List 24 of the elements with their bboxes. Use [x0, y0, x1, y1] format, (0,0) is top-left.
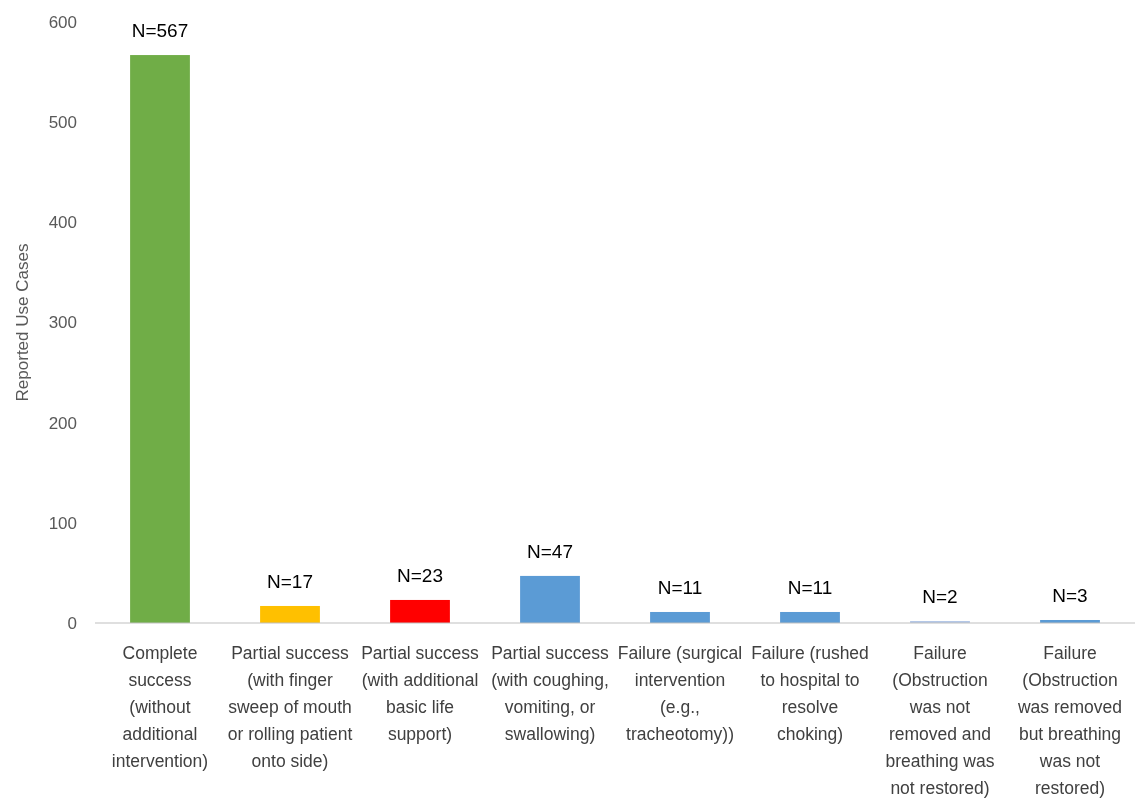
data-label: N=17	[267, 570, 313, 592]
data-label: N=11	[657, 576, 703, 598]
data-label: N=567	[131, 20, 189, 42]
x-tick-label: Complete success (without additional intervention)	[111, 643, 209, 771]
y-tick-label: 0	[67, 613, 77, 633]
x-tick-label: Failure (rushed to hospital to resolve choking)	[751, 643, 869, 744]
data-label: N=11	[787, 576, 833, 598]
data-label: N=47	[527, 540, 573, 562]
x-tick-label: Failure (Obstruction was removed but breathing was not restored)	[1016, 643, 1123, 798]
data-label: N=2	[922, 586, 958, 607]
x-tick-label: Partial success (with finger sweep of mouth or rolling patient onto side)	[227, 643, 353, 771]
y-tick-label: 300	[48, 313, 77, 333]
x-tick-label: Partial success (with coughing, vomiting, or swallowing)	[491, 643, 610, 744]
y-tick-label: 600	[48, 12, 77, 32]
x-tick-label: Failure (Obstruction was not removed and breathing was not restored)	[885, 643, 995, 798]
y-tick-label: 400	[48, 213, 77, 233]
data-label: N=3	[1052, 584, 1088, 606]
x-tick-label: Failure (surgical intervention (e.g., tracheotomy))	[617, 643, 743, 744]
x-tick-label: Partial success (with additional basic life support)	[361, 643, 480, 744]
y-tick-label: 500	[48, 113, 77, 133]
y-axis-title: Reported Use Cases	[13, 243, 32, 402]
y-tick-label: 200	[48, 413, 77, 433]
data-label: N=23	[397, 564, 443, 586]
y-tick-label: 100	[48, 513, 77, 533]
